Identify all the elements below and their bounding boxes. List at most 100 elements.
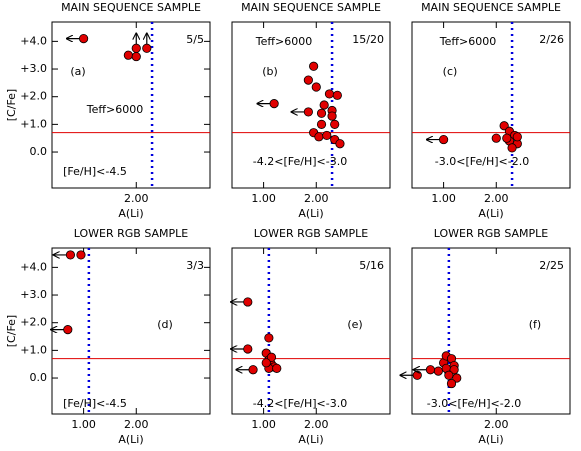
panel: LOWER RGB SAMPLE A(Li) 2.00 (f) -3.0<[Fe/H]<… <box>400 227 571 446</box>
annotation: (a) <box>70 65 85 78</box>
annotation: (d) <box>157 318 173 331</box>
data-point <box>324 89 335 99</box>
data-point <box>507 143 517 153</box>
data-point <box>65 250 76 260</box>
x-tick-label: 2.00 <box>124 192 149 205</box>
panel-title: MAIN SEQUENCE SAMPLE <box>421 1 561 14</box>
data-point <box>264 333 274 343</box>
data-point <box>303 75 313 85</box>
panel: LOWER RGB SAMPLE A(Li) [C/Fe] 1.00 2.00 +4.0 +… <box>5 227 211 446</box>
panel: MAIN SEQUENCE SAMPLE A(Li) 1.00 2.00 (b) Teff… <box>231 1 391 220</box>
annotation: 2/25 <box>539 259 564 272</box>
data-point <box>512 132 522 142</box>
data-point <box>449 365 459 375</box>
data-point <box>261 358 271 368</box>
data-point <box>491 133 501 143</box>
plot-frame <box>411 21 571 189</box>
data-point <box>63 325 73 335</box>
data-point <box>131 43 141 53</box>
annotation: 2/26 <box>539 33 564 46</box>
x-tick-label: 2.00 <box>304 192 329 205</box>
x-tick-label: 1.00 <box>431 192 456 205</box>
data-point <box>335 139 345 149</box>
x-tick-label: 2.00 <box>484 418 509 431</box>
data-point <box>79 33 89 44</box>
panel-title: MAIN SEQUENCE SAMPLE <box>61 1 201 14</box>
x-tick-label: 1.00 <box>71 418 96 431</box>
y-tick-label: +1.0 <box>20 117 47 130</box>
annotation: [Fe/H]<-4.5 <box>63 165 127 178</box>
y-tick-label: +2.0 <box>20 316 47 329</box>
data-point <box>142 43 152 53</box>
data-point <box>327 111 337 121</box>
y-tick-label: 0.0 <box>30 371 48 384</box>
plot-frame <box>231 247 391 415</box>
annotation: (e) <box>347 318 362 331</box>
panel-title: LOWER RGB SAMPLE <box>434 227 549 240</box>
annotation: 15/20 <box>352 33 384 46</box>
y-tick-label: +3.0 <box>20 62 47 75</box>
data-point <box>269 99 279 109</box>
panel: MAIN SEQUENCE SAMPLE A(Li) 1.00 2.00 (c) Teff… <box>411 1 571 220</box>
data-point <box>248 365 258 375</box>
x-axis-label: A(Li) <box>298 433 323 446</box>
y-tick-label: +3.0 <box>20 288 47 301</box>
x-axis-label: A(Li) <box>118 433 143 446</box>
data-point <box>425 365 436 375</box>
data-point <box>314 132 324 142</box>
plot-frame <box>411 247 571 415</box>
panel: LOWER RGB SAMPLE A(Li) 1.00 2.00 (e) -4.2<[Fe… <box>231 227 391 446</box>
annotation: Teff>6000 <box>86 103 143 116</box>
y-tick-label: +4.0 <box>20 260 47 273</box>
data-point <box>322 130 332 141</box>
annotation: -3.0<[Fe/H]<-2.0 <box>435 155 529 168</box>
annotation: -4.2<[Fe/H]<-3.0 <box>253 397 347 410</box>
data-point <box>311 82 321 92</box>
data-point <box>438 134 449 145</box>
data-point <box>452 373 462 383</box>
annotation: Teff>6000 <box>439 35 496 48</box>
data-point <box>412 370 422 380</box>
annotation: (c) <box>443 65 458 78</box>
data-point <box>303 107 313 117</box>
annotation: (b) <box>262 65 278 78</box>
annotation: 5/5 <box>186 33 204 46</box>
x-tick-label: 1.00 <box>251 192 276 205</box>
x-tick-label: 1.00 <box>251 418 276 431</box>
x-tick-label: 2.00 <box>484 192 509 205</box>
data-point <box>316 108 327 118</box>
data-point <box>444 370 454 380</box>
data-point <box>319 100 329 110</box>
data-point <box>243 344 253 354</box>
annotation: Teff>6000 <box>255 35 312 48</box>
y-tick-label: +1.0 <box>20 343 47 356</box>
y-tick-label: +2.0 <box>20 90 47 103</box>
annotation: -3.0<[Fe/H]<-2.0 <box>427 397 521 410</box>
data-point <box>433 366 443 376</box>
annotation: 3/3 <box>186 259 204 272</box>
data-point <box>131 51 141 62</box>
x-axis-label: A(Li) <box>298 207 323 220</box>
x-axis-label: A(Li) <box>478 207 503 220</box>
y-tick-label: +4.0 <box>20 34 47 47</box>
data-point <box>123 50 133 60</box>
y-axis-label: [C/Fe] <box>5 89 18 121</box>
data-point <box>330 119 340 129</box>
data-point <box>502 133 512 143</box>
data-point <box>76 250 86 260</box>
annotation: [Fe/H]<-4.5 <box>63 397 127 410</box>
plot-frame <box>51 247 211 415</box>
annotation: (f) <box>529 318 541 331</box>
panel-title: MAIN SEQUENCE SAMPLE <box>241 1 381 14</box>
x-axis-label: A(Li) <box>478 433 503 446</box>
data-point <box>499 121 509 131</box>
panel-title: LOWER RGB SAMPLE <box>254 227 369 240</box>
data-point <box>332 90 342 100</box>
annotation: 5/16 <box>359 259 384 272</box>
data-point <box>243 297 253 307</box>
panel: MAIN SEQUENCE SAMPLE A(Li) [C/Fe] 2.00 +4.0 +… <box>5 1 211 220</box>
data-point <box>266 352 277 362</box>
y-axis-label: [C/Fe] <box>5 315 18 347</box>
x-tick-label: 2.00 <box>304 418 329 431</box>
